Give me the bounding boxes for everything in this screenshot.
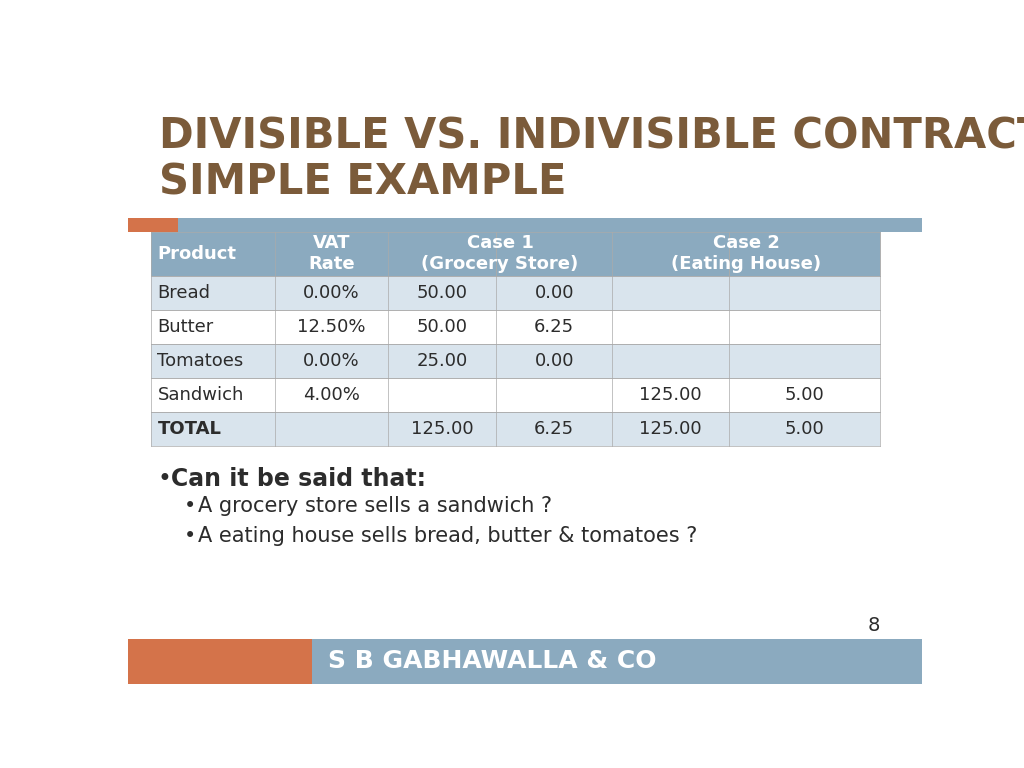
Text: 25.00: 25.00 — [416, 352, 468, 370]
Text: TOTAL: TOTAL — [158, 419, 221, 438]
Bar — [128, 217, 178, 231]
Bar — [312, 639, 922, 684]
Text: •: • — [158, 467, 171, 492]
Bar — [152, 412, 880, 445]
Text: 125.00: 125.00 — [639, 419, 701, 438]
Text: A grocery store sells a sandwich ?: A grocery store sells a sandwich ? — [198, 496, 552, 516]
Text: Sandwich: Sandwich — [158, 386, 244, 404]
Text: 6.25: 6.25 — [535, 419, 574, 438]
Text: 50.00: 50.00 — [417, 318, 467, 336]
Text: 0.00%: 0.00% — [303, 352, 359, 370]
Text: 50.00: 50.00 — [417, 284, 467, 302]
Text: 0.00%: 0.00% — [303, 284, 359, 302]
Text: 5.00: 5.00 — [784, 419, 824, 438]
Text: S B GABHAWALLA & CO: S B GABHAWALLA & CO — [328, 649, 656, 674]
Bar — [152, 276, 880, 310]
Text: 6.25: 6.25 — [535, 318, 574, 336]
Bar — [152, 231, 880, 276]
Bar — [152, 344, 880, 378]
Text: •: • — [183, 496, 196, 516]
Bar — [178, 217, 922, 231]
Text: SIMPLE EXAMPLE: SIMPLE EXAMPLE — [159, 161, 566, 204]
Text: Can it be said that:: Can it be said that: — [171, 467, 426, 492]
Text: 125.00: 125.00 — [411, 419, 473, 438]
Bar — [152, 310, 880, 344]
Text: 5.00: 5.00 — [784, 386, 824, 404]
Text: 8: 8 — [867, 616, 880, 635]
Text: Case 1
(Grocery Store): Case 1 (Grocery Store) — [421, 234, 579, 273]
Text: DIVISIBLE VS. INDIVISIBLE CONTRACTS:: DIVISIBLE VS. INDIVISIBLE CONTRACTS: — [159, 115, 1024, 157]
Text: Product: Product — [158, 245, 237, 263]
Text: 0.00: 0.00 — [535, 284, 574, 302]
Text: Tomatoes: Tomatoes — [158, 352, 244, 370]
Text: Butter: Butter — [158, 318, 214, 336]
Text: 125.00: 125.00 — [639, 386, 701, 404]
Text: Case 2
(Eating House): Case 2 (Eating House) — [671, 234, 821, 273]
Text: VAT
Rate: VAT Rate — [308, 234, 354, 273]
Text: 0.00: 0.00 — [535, 352, 574, 370]
Text: Bread: Bread — [158, 284, 211, 302]
Bar — [128, 639, 312, 684]
Bar — [152, 378, 880, 412]
Text: 12.50%: 12.50% — [297, 318, 366, 336]
Text: A eating house sells bread, butter & tomatoes ?: A eating house sells bread, butter & tom… — [198, 525, 697, 546]
Text: •: • — [183, 525, 196, 546]
Text: 4.00%: 4.00% — [303, 386, 359, 404]
